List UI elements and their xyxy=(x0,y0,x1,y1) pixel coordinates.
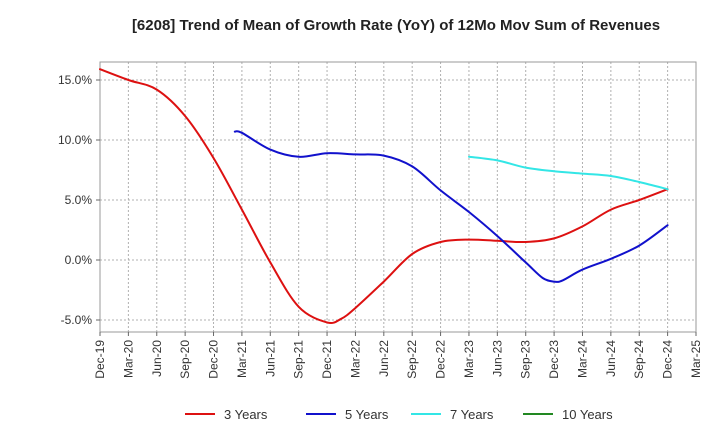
x-tick-label: Dec-19 xyxy=(93,340,107,379)
x-tick-label: Mar-21 xyxy=(235,340,249,378)
x-tick-label: Mar-25 xyxy=(689,340,703,378)
x-tick-label: Jun-23 xyxy=(490,340,504,377)
x-tick-label: Dec-22 xyxy=(434,340,448,379)
x-tick-label: Dec-23 xyxy=(547,340,561,379)
x-tick-label: Jun-22 xyxy=(377,340,391,377)
x-tick-label: Mar-23 xyxy=(462,340,476,378)
y-tick-label: 10.0% xyxy=(58,133,92,147)
x-axis-ticks: Dec-19 Mar-20 Jun-20 Sep-20 Dec-20 Mar-21 Jun-… xyxy=(93,332,703,379)
grid xyxy=(100,62,696,332)
x-tick-label: Sep-24 xyxy=(632,340,646,379)
x-tick-label: Mar-24 xyxy=(575,340,589,378)
y-axis-ticks: 15.0% 10.0% 5.0% 0.0% -5.0% xyxy=(58,73,100,327)
x-tick-label: Sep-21 xyxy=(292,340,306,379)
x-tick-label: Sep-23 xyxy=(519,340,533,379)
x-tick-label: Dec-20 xyxy=(207,340,221,379)
x-tick-label: Dec-24 xyxy=(661,340,675,379)
x-tick-label: Jun-21 xyxy=(263,340,277,377)
x-tick-label: Jun-20 xyxy=(150,340,164,377)
legend-label-7-years: 7 Years xyxy=(450,407,494,422)
legend-label-5-years: 5 Years xyxy=(345,407,389,422)
series-line-7-years xyxy=(468,155,669,191)
series-lines xyxy=(99,68,669,325)
chart-title: [6208] Trend of Mean of Growth Rate (YoY… xyxy=(132,17,660,34)
series-line-5-years xyxy=(233,130,669,283)
y-tick-label: -5.0% xyxy=(61,313,93,327)
x-tick-label: Mar-22 xyxy=(348,340,362,378)
x-tick-label: Sep-20 xyxy=(178,340,192,379)
y-tick-label: 0.0% xyxy=(65,253,93,267)
x-tick-label: Dec-21 xyxy=(320,340,334,379)
legend-label-3-years: 3 Years xyxy=(224,407,268,422)
plot-frame xyxy=(99,61,697,333)
y-tick-label: 5.0% xyxy=(65,193,93,207)
x-tick-label: Sep-22 xyxy=(405,340,419,379)
x-tick-label: Mar-20 xyxy=(121,340,135,378)
x-tick-label: Jun-24 xyxy=(604,340,618,377)
legend: 3 Years 5 Years 7 Years 10 Years xyxy=(185,407,613,422)
legend-label-10-years: 10 Years xyxy=(562,407,613,422)
series-line-3-years xyxy=(99,68,669,325)
y-tick-label: 15.0% xyxy=(58,73,92,87)
